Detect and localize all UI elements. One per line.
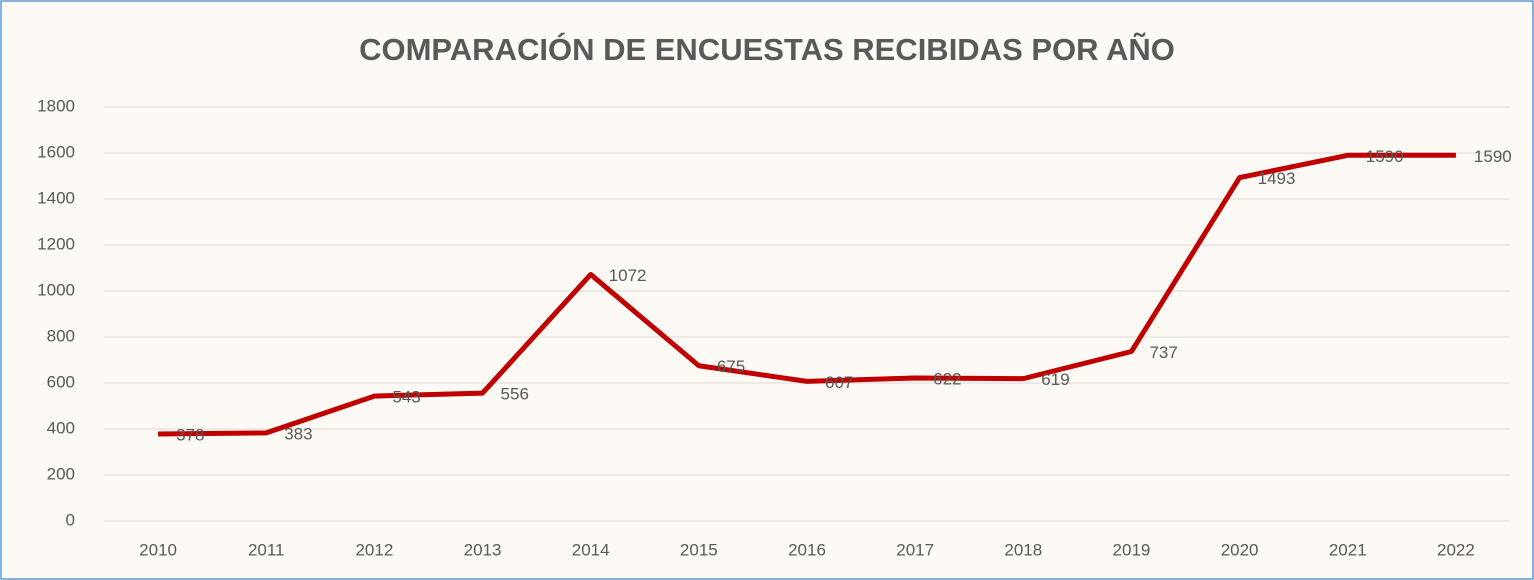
data-label: 1072 [609,266,647,285]
y-tick-label: 1000 [37,280,75,299]
x-tick-label: 2014 [572,540,610,559]
data-label: 737 [1149,343,1177,362]
chart-title: COMPARACIÓN DE ENCUESTAS RECIBIDAS POR A… [359,31,1175,67]
x-tick-label: 2015 [680,540,718,559]
data-label: 383 [284,424,312,443]
data-label: 1493 [1258,169,1296,188]
x-tick-label: 2022 [1437,540,1475,559]
x-tick-label: 2011 [248,540,285,559]
x-tick-label: 2017 [896,540,934,559]
y-tick-label: 400 [47,418,75,437]
y-tick-label: 1400 [37,188,75,207]
data-label: 619 [1041,370,1069,389]
x-tick-label: 2019 [1113,540,1151,559]
x-tick-label: 2013 [464,540,502,559]
y-tick-label: 1800 [37,96,75,115]
y-tick-label: 1600 [37,142,75,161]
line [158,152,1456,437]
x-tick-label: 2010 [139,540,177,559]
data-label: 622 [933,369,961,388]
data-label: 675 [717,357,745,376]
x-tick-label: 2016 [788,540,826,559]
y-tick-label: 800 [47,326,75,345]
data-label: 1590 [1474,147,1512,166]
data-label: 607 [825,373,853,392]
y-tick-label: 1200 [37,234,75,253]
x-tick-label: 2012 [355,540,393,559]
y-tick-label: 600 [47,372,75,391]
x-tick-label: 2018 [1004,540,1042,559]
data-label: 543 [392,388,420,407]
y-tick-label: 200 [47,464,75,483]
y-tick-label: 0 [66,510,75,529]
x-tick-label: 2021 [1329,540,1367,559]
data-label: 378 [176,426,204,445]
data-label: 556 [501,385,529,404]
data-label: 1590 [1366,147,1404,166]
x-tick-label: 2020 [1221,540,1259,559]
